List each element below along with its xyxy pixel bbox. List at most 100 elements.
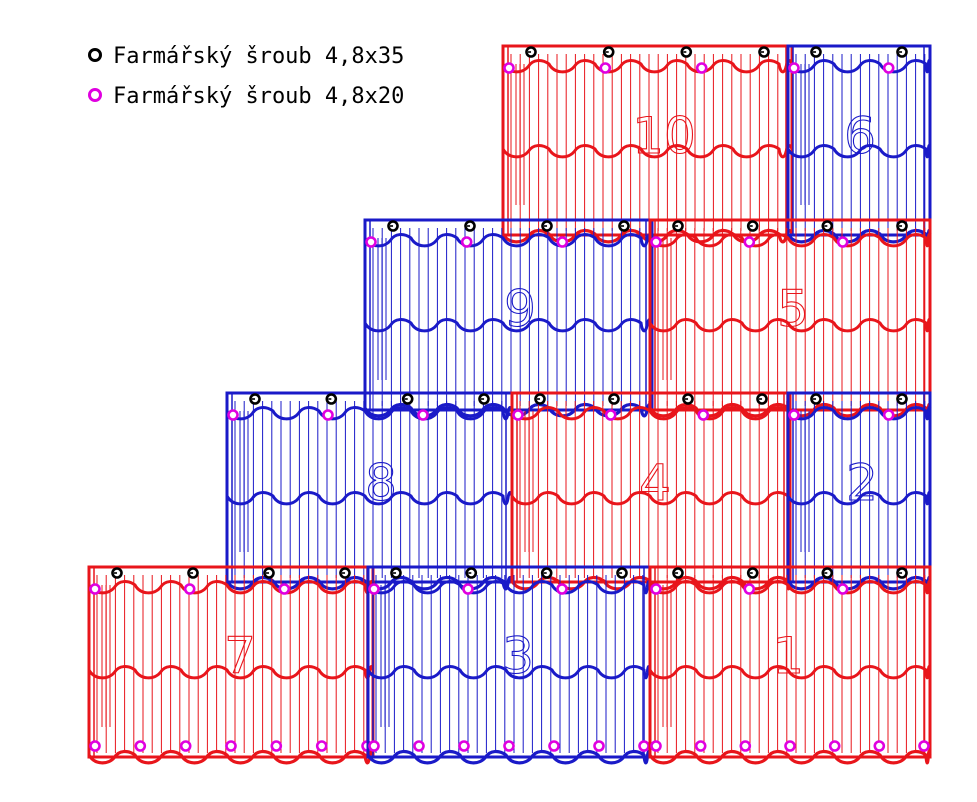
screw-short-marker xyxy=(836,236,849,248)
sheet-number-label: 1 xyxy=(772,627,804,685)
screw-short-marker xyxy=(743,236,756,248)
screw-short-marker xyxy=(828,740,841,752)
sheet-8 xyxy=(225,391,514,591)
screw-short-marker xyxy=(512,409,524,421)
tile-wave-line xyxy=(510,406,792,421)
screw-short-marker xyxy=(183,583,196,595)
sheet-number-label: 4 xyxy=(639,454,671,512)
screw-short-marker xyxy=(89,583,101,595)
screw-short-marker xyxy=(458,740,470,752)
tile-wave-line xyxy=(366,665,652,680)
sheet-number-label: 5 xyxy=(777,280,809,338)
sheet-6 xyxy=(786,44,932,244)
screw-short-marker xyxy=(227,409,239,421)
screw-short-marker xyxy=(278,583,291,595)
tile-wave-line xyxy=(786,144,932,159)
sheets-layer xyxy=(87,44,932,765)
sheet-ribs xyxy=(795,54,926,231)
screw-short-marker xyxy=(638,740,650,752)
tile-wave-line xyxy=(363,318,654,333)
screw-short-marker xyxy=(650,583,662,595)
screw-short-marker xyxy=(784,740,796,752)
sheet-ribs xyxy=(795,401,926,578)
sheet-number-labels: 10 6 9 5 8 4 2 7 3 1 xyxy=(224,106,879,685)
sheet-screws xyxy=(650,567,930,752)
sheet-1 xyxy=(648,565,932,765)
legend: Farmářský šroub 4,8x35 Farmářský šroub 4… xyxy=(88,44,404,109)
screw-short-marker xyxy=(548,740,560,752)
sheet-ribs xyxy=(657,228,926,406)
sheet-number-label: 6 xyxy=(844,107,876,165)
screw-short-marker xyxy=(322,409,334,421)
sheet-screws xyxy=(512,393,768,421)
screw-short-marker xyxy=(882,409,895,421)
tile-wave-line xyxy=(648,233,932,248)
screw-short-marker xyxy=(739,740,752,752)
sheet-ribs xyxy=(372,228,641,406)
tile-wave-line xyxy=(501,228,794,244)
sheet-5 xyxy=(648,218,932,418)
legend-item-long-screw: Farmářský šroub 4,8x35 xyxy=(88,44,404,69)
tile-wave-line xyxy=(87,749,375,765)
screw-short-marker xyxy=(413,740,425,752)
tile-wave-line xyxy=(786,59,932,74)
sheet-ribs xyxy=(510,54,788,231)
screw-short-marker xyxy=(604,409,617,421)
tile-wave-line xyxy=(786,406,932,421)
screw-short-marker xyxy=(556,236,569,248)
screw-short-marker xyxy=(462,583,474,595)
tile-wave-line xyxy=(648,665,932,680)
tile-wave-line xyxy=(225,406,514,421)
sheet-screws xyxy=(365,220,630,248)
screw-short-marker xyxy=(503,62,515,74)
screw-short-marker xyxy=(179,740,192,752)
screw-short-marker xyxy=(650,236,662,248)
screw-short-icon xyxy=(88,88,102,102)
screw-short-marker xyxy=(695,62,708,74)
tile-wave-line xyxy=(510,491,792,506)
tile-wave-line xyxy=(363,233,654,248)
screw-short-marker xyxy=(460,236,473,248)
sheet-number-label: 7 xyxy=(224,627,256,685)
sheet-number-label: 9 xyxy=(504,280,536,338)
sheet-number-label: 8 xyxy=(365,454,397,512)
screw-short-marker xyxy=(743,583,756,595)
tile-wave-line xyxy=(366,580,652,595)
screw-short-marker xyxy=(697,409,710,421)
sheet-number-label: 10 xyxy=(632,107,696,165)
tile-wave-line xyxy=(786,491,932,506)
screw-short-marker xyxy=(599,62,612,74)
sheet-screws xyxy=(368,567,650,752)
screw-short-marker xyxy=(270,740,283,752)
sheet-10 xyxy=(501,44,794,244)
screw-short-marker xyxy=(836,583,849,595)
screw-short-marker xyxy=(873,740,886,752)
screw-long-icon xyxy=(88,48,102,62)
screw-short-marker xyxy=(368,583,380,595)
legend-item-short-screw: Farmářský šroub 4,8x20 xyxy=(88,84,404,109)
sheet-7 xyxy=(87,565,375,765)
sheet-screws xyxy=(788,393,908,421)
tile-wave-line xyxy=(648,318,932,333)
screw-short-marker xyxy=(650,740,662,752)
screw-short-marker xyxy=(417,409,429,421)
sheet-number-label: 3 xyxy=(502,627,534,685)
sheet-4 xyxy=(510,391,792,591)
screw-short-marker xyxy=(503,740,515,752)
sheet-screws xyxy=(89,567,373,752)
tile-wave-line xyxy=(501,144,794,159)
sheet-screws xyxy=(503,46,770,74)
legend-label-short-screw: Farmářský šroub 4,8x20 xyxy=(113,84,404,109)
screw-short-marker xyxy=(788,409,800,421)
screw-short-marker xyxy=(882,62,895,74)
sheet-3 xyxy=(366,565,652,765)
screw-short-marker xyxy=(365,236,377,248)
sheet-ribs xyxy=(96,575,365,753)
sheet-screws xyxy=(650,220,908,248)
screw-short-marker xyxy=(556,583,568,595)
screw-short-marker xyxy=(89,740,101,752)
screw-short-marker xyxy=(134,740,147,752)
tile-wave-line xyxy=(225,491,514,506)
sheet-ribs xyxy=(519,401,788,578)
